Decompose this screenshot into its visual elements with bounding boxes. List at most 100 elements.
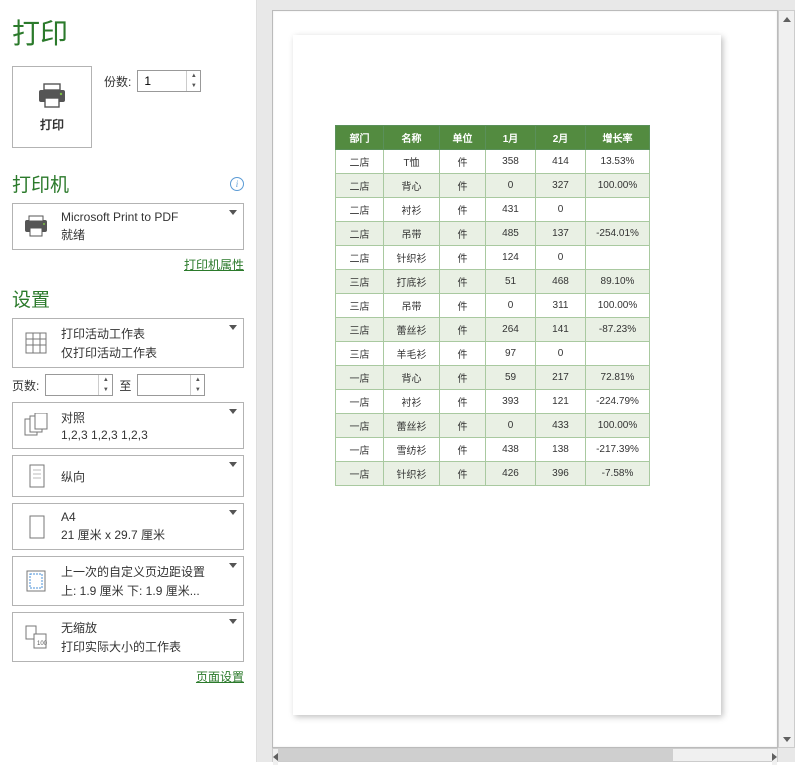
papersize-sub: 21 厘米 x 29.7 厘米 xyxy=(61,526,235,543)
vscroll-track[interactable] xyxy=(779,27,794,731)
chevron-down-icon xyxy=(229,210,237,215)
print-what-sub: 仅打印活动工作表 xyxy=(61,344,235,361)
scaling-title: 无缩放 xyxy=(61,619,235,636)
table-cell xyxy=(586,246,650,270)
table-cell: 433 xyxy=(536,414,586,438)
table-cell: T恤 xyxy=(384,150,440,174)
table-cell: 327 xyxy=(536,174,586,198)
orientation-dropdown[interactable]: 纵向 xyxy=(12,455,244,497)
table-row: 三店蕾丝衫件264141-87.23% xyxy=(336,318,650,342)
scroll-up-button[interactable] xyxy=(779,11,794,27)
table-cell: 137 xyxy=(536,222,586,246)
table-cell: 二店 xyxy=(336,174,384,198)
table-cell: 438 xyxy=(486,438,536,462)
table-cell: 件 xyxy=(440,198,486,222)
table-cell: 0 xyxy=(486,174,536,198)
copies-area: 份数: ▲ ▼ xyxy=(104,70,201,92)
hscroll-thumb[interactable] xyxy=(278,749,673,761)
table-cell: 393 xyxy=(486,390,536,414)
collate-icon xyxy=(21,412,51,440)
table-cell: 背心 xyxy=(384,366,440,390)
table-cell: 三店 xyxy=(336,342,384,366)
printer-properties-link[interactable]: 打印机属性 xyxy=(184,258,244,272)
table-cell: -217.39% xyxy=(586,438,650,462)
table-cell: 背心 xyxy=(384,174,440,198)
copies-down[interactable]: ▼ xyxy=(187,81,200,91)
horizontal-scrollbar[interactable] xyxy=(272,748,778,762)
printer-dropdown[interactable]: Microsoft Print to PDF 就绪 xyxy=(12,203,244,250)
table-cell: 一店 xyxy=(336,462,384,486)
print-what-title: 打印活动工作表 xyxy=(61,325,235,342)
table-cell: 二店 xyxy=(336,246,384,270)
papersize-dropdown[interactable]: A4 21 厘米 x 29.7 厘米 xyxy=(12,503,244,550)
printer-header: 打印机 i xyxy=(12,170,244,197)
table-cell: 二店 xyxy=(336,198,384,222)
table-cell: 件 xyxy=(440,246,486,270)
table-cell: 124 xyxy=(486,246,536,270)
table-cell: 一店 xyxy=(336,366,384,390)
table-cell: 件 xyxy=(440,150,486,174)
table-cell: 蕾丝衫 xyxy=(384,318,440,342)
table-header: 名称 xyxy=(384,126,440,150)
table-cell: 一店 xyxy=(336,438,384,462)
scroll-down-button[interactable] xyxy=(779,731,794,747)
margins-sub: 上: 1.9 厘米 下: 1.9 厘米... xyxy=(61,582,235,599)
table-cell: 针织衫 xyxy=(384,462,440,486)
table-cell: 431 xyxy=(486,198,536,222)
table-cell: 件 xyxy=(440,366,486,390)
scroll-right-button[interactable] xyxy=(772,749,777,765)
page-from-up[interactable]: ▲ xyxy=(99,375,112,385)
printer-status: 就绪 xyxy=(61,226,235,243)
table-row: 三店打底衫件5146889.10% xyxy=(336,270,650,294)
table-row: 二店衬衫件4310 xyxy=(336,198,650,222)
info-icon[interactable]: i xyxy=(230,177,244,191)
collate-dropdown[interactable]: 对照 1,2,3 1,2,3 1,2,3 xyxy=(12,402,244,449)
page-to-input[interactable] xyxy=(138,375,190,395)
table-header: 1月 xyxy=(486,126,536,150)
table-header: 单位 xyxy=(440,126,486,150)
print-button[interactable]: 打印 xyxy=(12,66,92,148)
page-to-spinner[interactable]: ▲▼ xyxy=(137,374,205,396)
scale-icon: 100 xyxy=(21,623,51,651)
margins-dropdown[interactable]: 上一次的自定义页边距设置 上: 1.9 厘米 下: 1.9 厘米... xyxy=(12,556,244,606)
table-cell: 一店 xyxy=(336,390,384,414)
hscroll-track[interactable] xyxy=(278,749,772,761)
copies-label: 份数: xyxy=(104,73,131,90)
table-cell: 0 xyxy=(486,414,536,438)
table-cell: 羊毛衫 xyxy=(384,342,440,366)
table-cell: 三店 xyxy=(336,294,384,318)
copies-up[interactable]: ▲ xyxy=(187,71,200,81)
table-cell: 打底衫 xyxy=(384,270,440,294)
table-row: 一店针织衫件426396-7.58% xyxy=(336,462,650,486)
table-cell: 468 xyxy=(536,270,586,294)
pages-row: 页数: ▲▼ 至 ▲▼ xyxy=(12,374,244,396)
print-what-dropdown[interactable]: 打印活动工作表 仅打印活动工作表 xyxy=(12,318,244,368)
table-cell: 件 xyxy=(440,414,486,438)
copies-input[interactable] xyxy=(138,71,186,91)
table-cell: 0 xyxy=(486,294,536,318)
table-header: 增长率 xyxy=(586,126,650,150)
copies-spinner[interactable]: ▲ ▼ xyxy=(137,70,201,92)
table-cell: 衬衫 xyxy=(384,390,440,414)
printer-name: Microsoft Print to PDF xyxy=(61,210,235,224)
vertical-scrollbar[interactable] xyxy=(778,10,795,748)
table-row: 二店吊带件485137-254.01% xyxy=(336,222,650,246)
table-cell: 51 xyxy=(486,270,536,294)
page-setup-link[interactable]: 页面设置 xyxy=(196,670,244,684)
scaling-dropdown[interactable]: 100 无缩放 打印实际大小的工作表 xyxy=(12,612,244,662)
table-cell: -224.79% xyxy=(586,390,650,414)
page-from-down[interactable]: ▼ xyxy=(99,385,112,395)
page-from-spinner[interactable]: ▲▼ xyxy=(45,374,113,396)
print-backstage: 打印 打印 份数: ▲ ▼ xyxy=(0,0,795,762)
table-cell: 件 xyxy=(440,390,486,414)
table-cell: 件 xyxy=(440,438,486,462)
papersize-title: A4 xyxy=(61,510,235,524)
page-to-up[interactable]: ▲ xyxy=(191,375,204,385)
printer-device-icon xyxy=(21,213,51,241)
preview-viewport[interactable]: 部门名称单位1月2月增长率二店T恤件35841413.53%二店背心件03271… xyxy=(272,10,778,748)
preview-table: 部门名称单位1月2月增长率二店T恤件35841413.53%二店背心件03271… xyxy=(335,125,650,486)
table-cell: 一店 xyxy=(336,414,384,438)
page-to-down[interactable]: ▼ xyxy=(191,385,204,395)
to-label: 至 xyxy=(119,377,131,394)
page-from-input[interactable] xyxy=(46,375,98,395)
